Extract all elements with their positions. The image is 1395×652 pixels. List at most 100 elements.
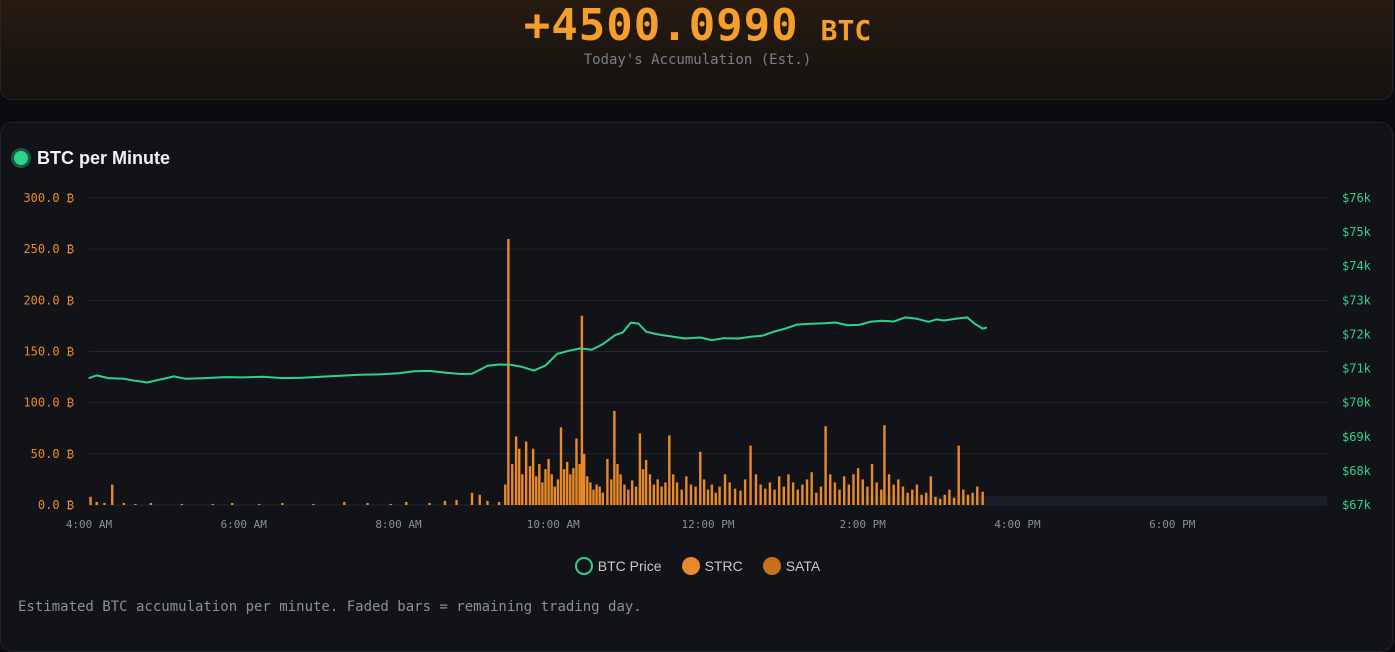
- strc-bar: [230, 502, 234, 505]
- strc-bar: [901, 486, 905, 505]
- strc-bar: [773, 489, 776, 505]
- strc-bar: [312, 503, 315, 505]
- strc-bar: [478, 494, 481, 505]
- strc-bar: [777, 476, 781, 505]
- btc-price-point: [165, 377, 167, 379]
- btc-price-point: [173, 375, 175, 378]
- strc-bar: [829, 474, 832, 505]
- x-tick-label: 6:00 AM: [221, 518, 268, 531]
- strc-bar: [592, 489, 595, 505]
- y-right-tick-label: $74k: [1342, 259, 1372, 273]
- x-tick-label: 6:00 PM: [1149, 518, 1196, 531]
- strc-bar: [883, 425, 886, 505]
- btc-price-point: [602, 343, 605, 345]
- strc-bar: [638, 433, 642, 505]
- btc-price-point: [428, 370, 431, 372]
- legend-label: STRC: [704, 558, 743, 574]
- btc-price-point: [378, 373, 380, 375]
- btc-price-point: [134, 380, 137, 382]
- btc-price-line: [88, 316, 987, 384]
- strc-bar: [553, 486, 556, 505]
- y-right-tick-label: $73k: [1342, 293, 1372, 307]
- strc-bar: [634, 486, 638, 505]
- strc-bar: [710, 484, 714, 505]
- btc-price-point: [614, 334, 616, 336]
- strc-bar: [627, 489, 630, 505]
- strc-bar: [943, 494, 946, 505]
- strc-bar: [583, 453, 586, 505]
- strc-bar: [524, 441, 528, 505]
- legend-dot-icon: [762, 557, 781, 575]
- btc-price-point: [320, 376, 322, 378]
- strc-bar: [504, 484, 507, 505]
- strc-bar: [699, 451, 702, 505]
- strc-bar: [842, 476, 846, 505]
- btc-price-point: [413, 370, 415, 372]
- btc-price-point: [96, 374, 98, 376]
- strc-bar: [601, 492, 604, 505]
- strc-bar: [689, 484, 693, 505]
- strc-bar: [718, 486, 721, 505]
- btc-price-point: [533, 370, 535, 372]
- legend-item-strc[interactable]: STRC: [681, 557, 743, 575]
- strc-bar: [613, 410, 616, 505]
- strc-bar: [847, 484, 851, 505]
- strc-bar: [920, 494, 923, 505]
- strc-bar: [589, 482, 592, 505]
- strc-bar: [89, 496, 92, 505]
- btc-price-point: [738, 337, 740, 340]
- strc-bar: [952, 497, 956, 505]
- btc-price-point: [711, 339, 713, 341]
- chart-footnote: Estimated BTC accumulation per minute. F…: [18, 599, 642, 615]
- btc-price-point: [869, 321, 872, 323]
- strc-bar: [641, 469, 645, 505]
- strc-bar: [875, 482, 878, 505]
- strc-bar: [938, 498, 942, 505]
- accumulation-total-value: +4500.0990: [523, 0, 799, 51]
- btc-price-point: [858, 324, 860, 326]
- x-tick-label: 12:00 PM: [682, 518, 735, 531]
- strc-bar: [511, 464, 514, 505]
- btc-price-point: [773, 331, 775, 333]
- btc-price-point: [486, 365, 489, 367]
- btc-price-point: [881, 320, 883, 322]
- btc-price-point: [185, 378, 187, 380]
- chart-legend: BTC Price STRC SATA: [0, 557, 1395, 575]
- strc-bar: [389, 503, 392, 505]
- strc-bar: [455, 499, 458, 505]
- strc-bar: [428, 502, 431, 505]
- strc-bar: [562, 469, 566, 505]
- strc-bar: [739, 490, 742, 505]
- btc-price-point: [630, 322, 632, 324]
- legend-item-btc-price[interactable]: BTC Price: [574, 557, 662, 575]
- y-right-tick-label: $75k: [1342, 225, 1372, 239]
- btc-price-point: [904, 316, 906, 318]
- y-left-tick-label: 250.0 ₿: [23, 242, 74, 256]
- btc-price-point: [749, 336, 752, 338]
- strc-bar: [652, 484, 656, 505]
- faded-remaining-day-band: [862, 496, 1327, 505]
- strc-bar: [723, 474, 727, 505]
- y-right-tick-label: $72k: [1342, 327, 1372, 341]
- legend-item-sata[interactable]: SATA: [762, 557, 820, 575]
- strc-bar: [580, 315, 584, 505]
- accumulation-summary-card: [0, 0, 1393, 100]
- strc-bar: [824, 426, 827, 505]
- strc-bar: [856, 468, 860, 505]
- strc-bar: [768, 482, 772, 505]
- strc-bar: [782, 486, 786, 505]
- strc-bar: [948, 489, 951, 505]
- strc-bar: [915, 484, 919, 505]
- btc-price-point: [510, 364, 512, 366]
- btc-price-point: [262, 376, 264, 378]
- strc-bar: [819, 486, 823, 505]
- btc-price-point: [761, 335, 763, 337]
- strc-bar: [528, 466, 532, 505]
- strc-bar: [544, 469, 547, 505]
- strc-bar: [103, 502, 106, 505]
- y-right-tick-label: $70k: [1342, 396, 1372, 410]
- strc-bar: [671, 474, 675, 505]
- strc-bar: [343, 501, 346, 505]
- strc-bar: [575, 438, 578, 505]
- strc-bar: [714, 492, 717, 505]
